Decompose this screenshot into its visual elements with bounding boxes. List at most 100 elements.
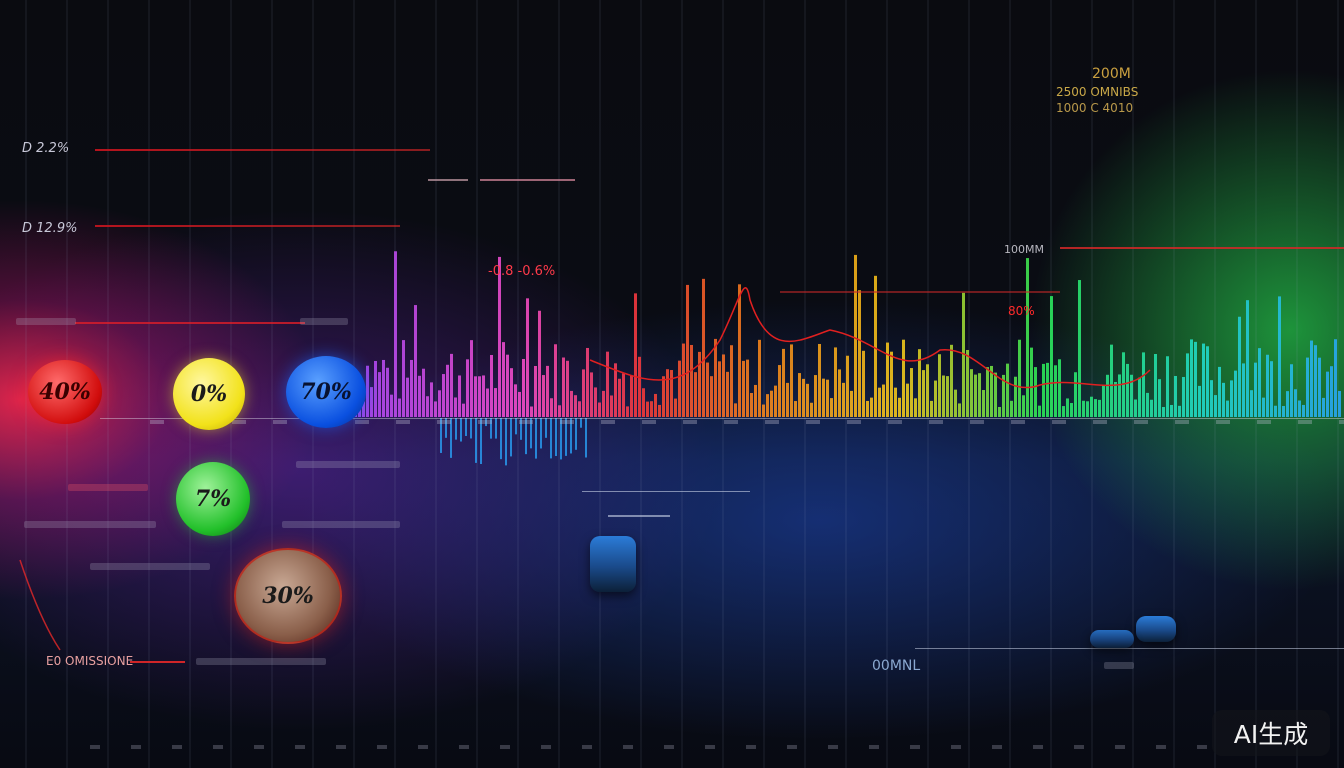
reflection-bar xyxy=(525,418,527,455)
spectrum-bar xyxy=(1034,367,1037,417)
tick-label xyxy=(1074,745,1084,749)
tick-label xyxy=(273,420,287,424)
spectrum-bar xyxy=(966,349,969,417)
spectrum-bar xyxy=(622,373,625,417)
spectrum-bar xyxy=(550,398,553,417)
spectrum-bar xyxy=(1270,361,1273,417)
tick-label xyxy=(254,745,264,749)
spectrum-bar xyxy=(810,402,813,417)
spectrum-bar xyxy=(946,376,949,417)
spectrum-bar xyxy=(630,375,633,417)
spectrum-bar xyxy=(978,373,981,417)
right-red-label: 80% xyxy=(1008,304,1035,318)
spectrum-bar xyxy=(862,350,865,417)
tick-label xyxy=(1197,745,1207,749)
baseline xyxy=(100,418,1344,419)
faint-label xyxy=(1104,662,1134,669)
spectrum-bar xyxy=(1206,346,1209,417)
spectrum-bar xyxy=(866,400,869,417)
reflection-bar xyxy=(475,418,477,463)
spectrum-bar xyxy=(814,375,817,417)
spectrum-bar xyxy=(1186,353,1189,417)
spectrum-bar xyxy=(1218,366,1221,417)
spectrum-bar xyxy=(1038,405,1041,417)
spectrum-bar xyxy=(1246,300,1249,417)
spectrum-bar xyxy=(614,363,617,417)
tick-label xyxy=(642,420,656,424)
spectrum-bar xyxy=(738,284,741,417)
tick-label xyxy=(418,745,428,749)
spectrum-bar xyxy=(366,365,369,417)
spectrum-bar xyxy=(686,284,689,417)
spectrum-bar xyxy=(486,388,489,417)
spectrum-bar xyxy=(714,338,717,417)
spectrum-bar xyxy=(1222,382,1225,417)
spectrum-bar xyxy=(1094,399,1097,417)
tick-label xyxy=(232,420,246,424)
reflection-bar xyxy=(505,418,507,466)
spectrum-bar xyxy=(1226,400,1229,417)
tick-label xyxy=(1011,420,1025,424)
spectrum-bar xyxy=(430,382,433,417)
spectrum-bar xyxy=(726,371,729,417)
spectrum-bar xyxy=(858,290,861,417)
spectrum-bar xyxy=(1026,258,1029,417)
spectrum-bar xyxy=(662,376,665,417)
reflection-bar xyxy=(450,418,452,458)
spectrum-bar xyxy=(1166,356,1169,417)
spectrum-bar xyxy=(822,378,825,417)
spectrum-bar xyxy=(1290,364,1293,417)
spectrum-bar xyxy=(1310,340,1313,417)
spectrum-bar xyxy=(1078,280,1081,417)
tick-label xyxy=(437,420,451,424)
spectrum-bar xyxy=(1146,392,1149,417)
tick-label xyxy=(929,420,943,424)
faint-label xyxy=(68,484,148,491)
mid-red-label: -0.8 -0.6% xyxy=(488,264,556,279)
tick-label xyxy=(970,420,984,424)
tick-label xyxy=(355,420,369,424)
reflection-bar xyxy=(500,418,502,460)
spectrum-bar xyxy=(758,339,761,417)
spectrum-bar xyxy=(1158,379,1161,417)
tick-label xyxy=(336,745,346,749)
tick-label xyxy=(869,745,879,749)
spectrum-bar xyxy=(446,364,449,417)
spectrum-bar xyxy=(1054,365,1057,417)
spectrum-bar xyxy=(898,397,901,417)
spectrum-bar xyxy=(494,388,497,417)
spectrum-bar xyxy=(462,403,465,417)
indicator-yellow: 0% xyxy=(173,358,245,430)
spectrum-bar xyxy=(1330,366,1333,417)
spectrum-bar xyxy=(478,376,481,417)
tick-label xyxy=(1257,420,1271,424)
spectrum-bar xyxy=(590,372,593,417)
left-label-1: D 2.2% xyxy=(22,141,70,156)
faint-label xyxy=(282,521,400,528)
reflection-bar xyxy=(565,418,567,456)
spectrum-bar xyxy=(998,406,1001,417)
spectrum-bar xyxy=(398,398,401,417)
spectrum-bar xyxy=(554,344,557,417)
spectrum-bar xyxy=(918,349,921,417)
spectrum-bar xyxy=(490,354,493,417)
spectrum-bar xyxy=(394,251,397,417)
spectrum-bar xyxy=(610,395,613,417)
device-icon-1 xyxy=(590,536,636,592)
faint-label xyxy=(24,521,156,528)
spectrum-bar xyxy=(1046,362,1049,417)
spectrum-bar xyxy=(1102,385,1105,417)
spectrum-bar xyxy=(1318,357,1321,417)
reflection-bar xyxy=(520,418,522,440)
reflection-bar xyxy=(510,418,512,457)
spectrum-bar xyxy=(1278,296,1281,417)
slider-line-1 xyxy=(428,179,468,181)
tick-label xyxy=(150,420,164,424)
spectrum-bar xyxy=(854,254,857,417)
indicator-brown-label: 30% xyxy=(262,583,314,609)
reflection-bar xyxy=(560,418,562,460)
spectrum-bar xyxy=(1294,389,1297,417)
tick-label xyxy=(787,745,797,749)
